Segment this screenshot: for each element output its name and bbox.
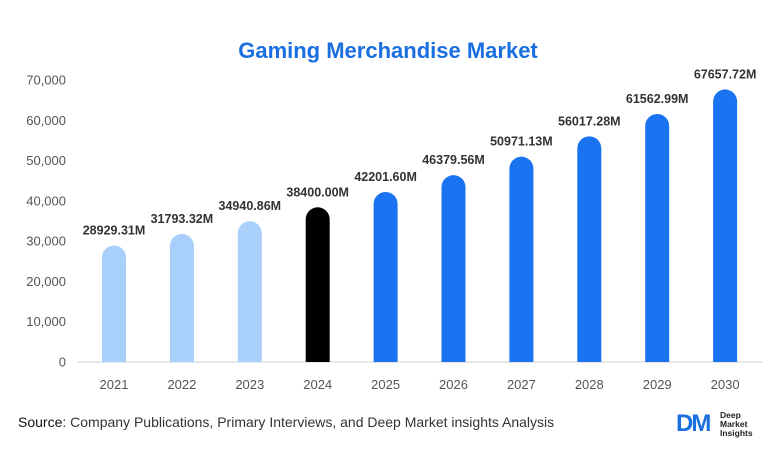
data-label: 31793.32M — [151, 212, 214, 226]
y-tick-label: 30,000 — [26, 234, 66, 249]
bar-2023 — [237, 221, 262, 362]
x-tick-label: 2029 — [643, 377, 672, 392]
y-tick-label: 60,000 — [26, 113, 66, 128]
x-tick-label: 2030 — [711, 377, 740, 392]
logo-mark: DM — [676, 410, 711, 437]
x-axis-ticks: 2021 2022 2023 2024 2025 2026 2027 2028 2029 2030 — [100, 377, 740, 392]
logo-text: Deep Market Insights — [720, 411, 753, 438]
y-axis-ticks: 0 10,000 20,000 30,000 40,000 50,000 60,000 70,… — [26, 73, 66, 370]
bars — [102, 89, 738, 363]
data-label: 46379.56M — [422, 153, 485, 167]
data-label: 50971.13M — [490, 135, 553, 149]
x-tick-label: 2022 — [167, 377, 196, 392]
data-label: 61562.99M — [626, 92, 689, 106]
x-tick-label: 2026 — [439, 377, 468, 392]
data-labels: 28929.31M 31793.32M 34940.86M 38400.00M 4220… — [83, 67, 757, 237]
bar-2027 — [509, 156, 534, 362]
logo-line-2: Market — [720, 419, 748, 429]
data-label: 34940.86M — [219, 199, 282, 213]
bar-2028 — [577, 136, 602, 362]
bar-2021 — [102, 245, 126, 362]
y-tick-label: 0 — [59, 355, 66, 370]
bar-2025 — [373, 191, 398, 362]
x-tick-label: 2023 — [235, 377, 264, 392]
data-label: 42201.60M — [354, 170, 417, 184]
source-label: Source — [18, 414, 63, 430]
data-label: 38400.00M — [286, 185, 349, 199]
bar-2022 — [169, 233, 194, 362]
bar-2026 — [441, 175, 466, 362]
logo-line-3: Insights — [720, 428, 753, 438]
y-tick-label: 40,000 — [26, 193, 66, 208]
bar-chart: 0 10,000 20,000 30,000 40,000 50,000 60,000 70,… — [26, 67, 762, 392]
source-text: : Company Publications, Primary Intervie… — [62, 414, 555, 430]
y-tick-label: 10,000 — [26, 314, 66, 329]
bar-2029 — [645, 113, 670, 362]
x-tick-label: 2021 — [100, 377, 129, 392]
data-label: 56017.28M — [558, 114, 621, 128]
y-tick-label: 50,000 — [26, 153, 66, 168]
logo-line-1: Deep — [720, 410, 741, 420]
source-note: Source: Company Publications, Primary In… — [18, 414, 554, 430]
data-label: 67657.72M — [694, 67, 757, 81]
bar-2024 — [305, 207, 330, 362]
bar-2030 — [713, 89, 738, 363]
x-tick-label: 2027 — [507, 377, 536, 392]
chart-title: Gaming Merchandise Market — [238, 38, 538, 63]
y-tick-label: 70,000 — [26, 73, 66, 88]
data-label: 28929.31M — [83, 223, 146, 237]
company-logo: DM Deep Market Insights — [676, 408, 766, 442]
x-tick-label: 2024 — [303, 377, 332, 392]
x-tick-label: 2025 — [371, 377, 400, 392]
y-tick-label: 20,000 — [26, 274, 66, 289]
x-tick-label: 2028 — [575, 377, 604, 392]
